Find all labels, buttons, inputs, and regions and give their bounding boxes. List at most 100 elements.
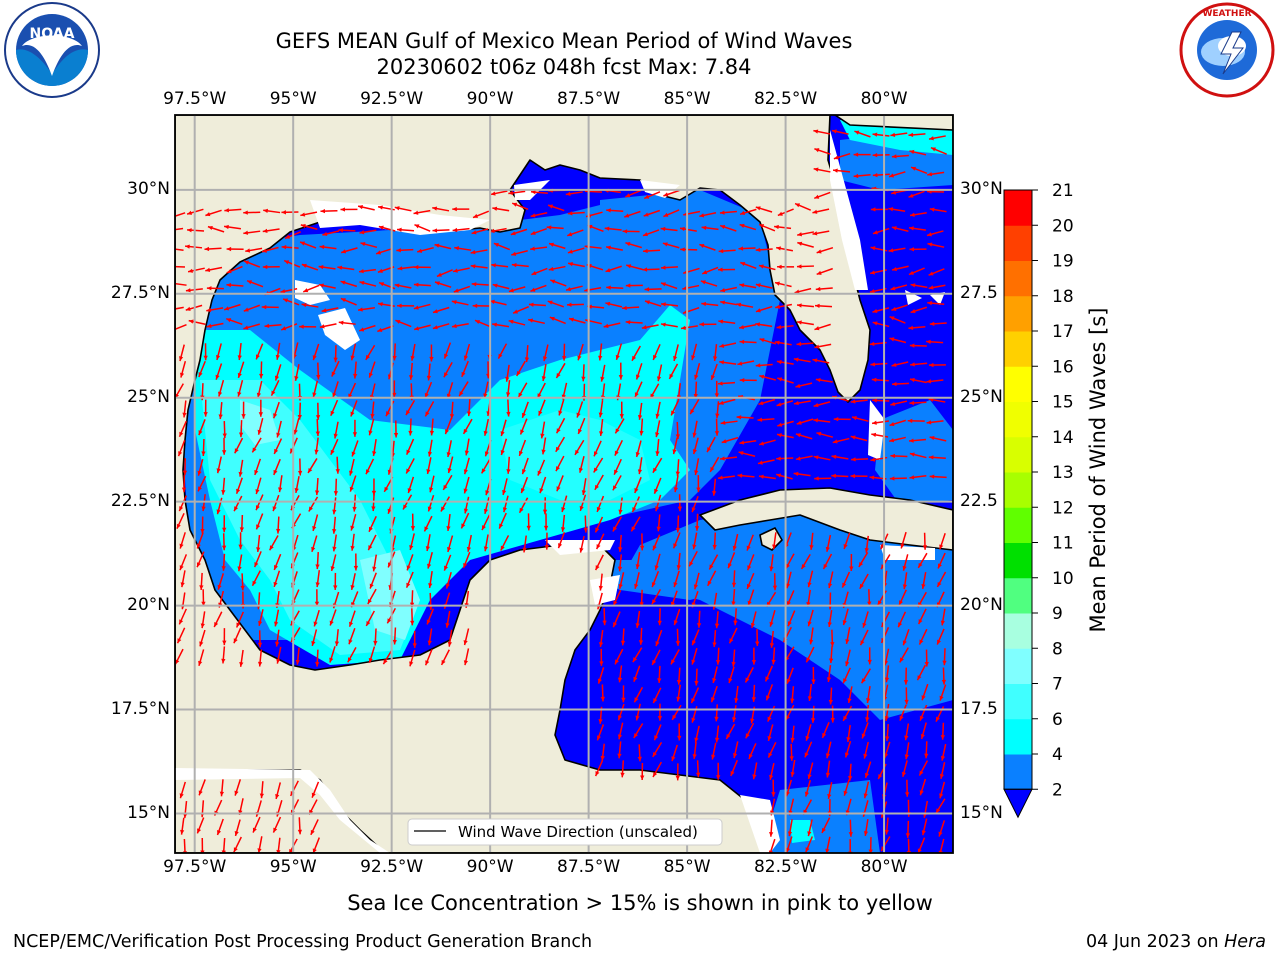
wind-wave-arrow bbox=[261, 246, 279, 253]
colorbar-segment bbox=[1004, 260, 1032, 297]
wind-wave-arrow bbox=[807, 683, 813, 702]
wind-wave-arrow bbox=[216, 497, 223, 515]
wind-wave-arrow bbox=[560, 514, 566, 532]
wind-wave-arrow bbox=[490, 190, 508, 196]
wind-wave-arrow bbox=[446, 513, 451, 532]
wind-wave-arrow bbox=[804, 741, 813, 758]
wind-wave-arrow bbox=[617, 665, 623, 683]
wind-wave-arrow bbox=[294, 364, 300, 381]
wind-wave-arrow bbox=[262, 228, 280, 233]
wind-wave-arrow bbox=[740, 261, 757, 269]
colorbar-segment bbox=[1004, 331, 1032, 367]
wind-wave-arrow bbox=[395, 319, 412, 328]
wind-wave-arrow bbox=[426, 363, 432, 381]
wind-wave-arrow bbox=[919, 778, 927, 796]
wind-wave-arrow bbox=[719, 360, 737, 365]
wind-wave-arrow bbox=[631, 496, 641, 513]
wind-wave-arrow bbox=[825, 534, 832, 552]
wind-wave-arrow bbox=[657, 665, 662, 683]
colorbar-tick-label: 7 bbox=[1052, 675, 1063, 695]
wind-wave-arrow bbox=[644, 287, 662, 292]
wind-wave-arrow bbox=[565, 191, 583, 196]
wind-wave-arrow bbox=[757, 459, 775, 465]
colorbar-frame bbox=[1003, 189, 1033, 790]
wind-wave-arrow bbox=[340, 297, 357, 306]
wind-wave-arrow bbox=[747, 589, 755, 607]
wind-wave-arrow bbox=[787, 819, 793, 837]
wind-wave-arrow bbox=[261, 305, 279, 310]
wind-wave-arrow bbox=[505, 364, 510, 382]
wind-wave-arrow bbox=[406, 554, 414, 571]
colorbar-tick-label: 18 bbox=[1052, 287, 1074, 307]
wind-wave-arrow bbox=[311, 781, 320, 798]
wind-wave-arrow bbox=[721, 436, 739, 444]
wind-wave-arrow bbox=[693, 381, 698, 399]
wind-wave-arrow bbox=[830, 705, 835, 723]
wind-wave-arrow bbox=[692, 420, 698, 438]
wind-wave-arrow bbox=[367, 588, 377, 605]
wind-wave-arrow bbox=[483, 534, 489, 552]
wind-wave-arrow bbox=[929, 474, 947, 479]
wind-wave-arrow bbox=[672, 532, 681, 549]
wind-wave-arrow bbox=[655, 401, 661, 419]
wind-wave-arrow bbox=[561, 495, 568, 513]
wind-wave-arrow bbox=[719, 210, 737, 215]
wind-wave-arrow bbox=[694, 725, 700, 743]
wind-wave-arrow bbox=[926, 420, 944, 425]
wind-wave-arrow bbox=[833, 417, 851, 422]
wind-wave-arrow bbox=[409, 362, 414, 380]
wind-wave-arrow bbox=[831, 454, 849, 460]
wind-wave-arrow bbox=[797, 241, 814, 248]
wind-wave-arrow bbox=[405, 458, 415, 474]
wind-wave-arrow bbox=[637, 457, 643, 475]
wind-wave-arrow bbox=[452, 227, 470, 233]
wind-wave-arrow bbox=[785, 571, 792, 589]
wind-wave-arrow bbox=[555, 436, 566, 453]
wind-wave-arrow bbox=[811, 667, 816, 685]
wind-wave-arrow bbox=[709, 456, 720, 473]
wind-wave-arrow bbox=[831, 473, 849, 479]
wind-wave-arrow bbox=[555, 417, 566, 434]
wind-wave-arrow bbox=[774, 340, 792, 346]
wind-wave-arrow bbox=[408, 418, 413, 436]
lat-tick-right: 27.5 bbox=[960, 282, 998, 303]
wind-wave-arrow bbox=[675, 459, 680, 477]
wind-wave-arrow bbox=[205, 266, 223, 272]
wind-wave-arrow bbox=[278, 475, 283, 493]
wind-wave-arrow bbox=[462, 551, 471, 569]
wind-wave-arrow bbox=[458, 381, 469, 397]
wind-wave-arrow bbox=[926, 339, 944, 344]
wind-wave-arrow bbox=[618, 534, 623, 552]
wind-wave-arrow bbox=[429, 418, 435, 436]
wind-wave-arrow bbox=[330, 438, 339, 456]
wind-wave-arrow bbox=[614, 648, 624, 665]
wind-wave-arrow bbox=[519, 418, 528, 435]
wind-wave-arrow bbox=[758, 223, 776, 232]
wind-wave-arrow bbox=[714, 418, 720, 436]
wind-wave-arrow bbox=[207, 225, 225, 233]
lon-tick-top: 87.5°W bbox=[557, 89, 621, 109]
wind-wave-arrow bbox=[725, 723, 736, 740]
wind-wave-arrow bbox=[675, 515, 681, 533]
wind-wave-arrow bbox=[333, 478, 339, 496]
wind-wave-arrow bbox=[175, 212, 186, 218]
wind-wave-arrow bbox=[752, 762, 758, 780]
wind-wave-arrow bbox=[463, 496, 470, 514]
wind-wave-arrow bbox=[805, 646, 815, 663]
wind-wave-arrow bbox=[392, 343, 397, 361]
wind-wave-arrow bbox=[617, 554, 623, 572]
lat-tick-left: 17.5°N bbox=[110, 698, 170, 719]
wind-wave-arrow bbox=[800, 554, 811, 570]
wind-wave-arrow bbox=[620, 760, 625, 778]
wind-wave-arrow bbox=[758, 474, 776, 480]
wind-wave-arrow bbox=[204, 246, 222, 252]
wind-wave-arrow bbox=[891, 361, 909, 367]
wind-wave-arrow bbox=[447, 535, 454, 553]
wind-wave-arrow bbox=[710, 363, 718, 381]
wind-wave-arrow bbox=[902, 554, 909, 571]
colorbar-tick-label: 19 bbox=[1052, 252, 1074, 272]
wind-wave-arrow bbox=[332, 534, 338, 552]
wind-wave-arrow bbox=[707, 570, 717, 587]
wind-wave-arrow bbox=[461, 360, 469, 378]
wind-wave-arrow bbox=[910, 306, 928, 314]
